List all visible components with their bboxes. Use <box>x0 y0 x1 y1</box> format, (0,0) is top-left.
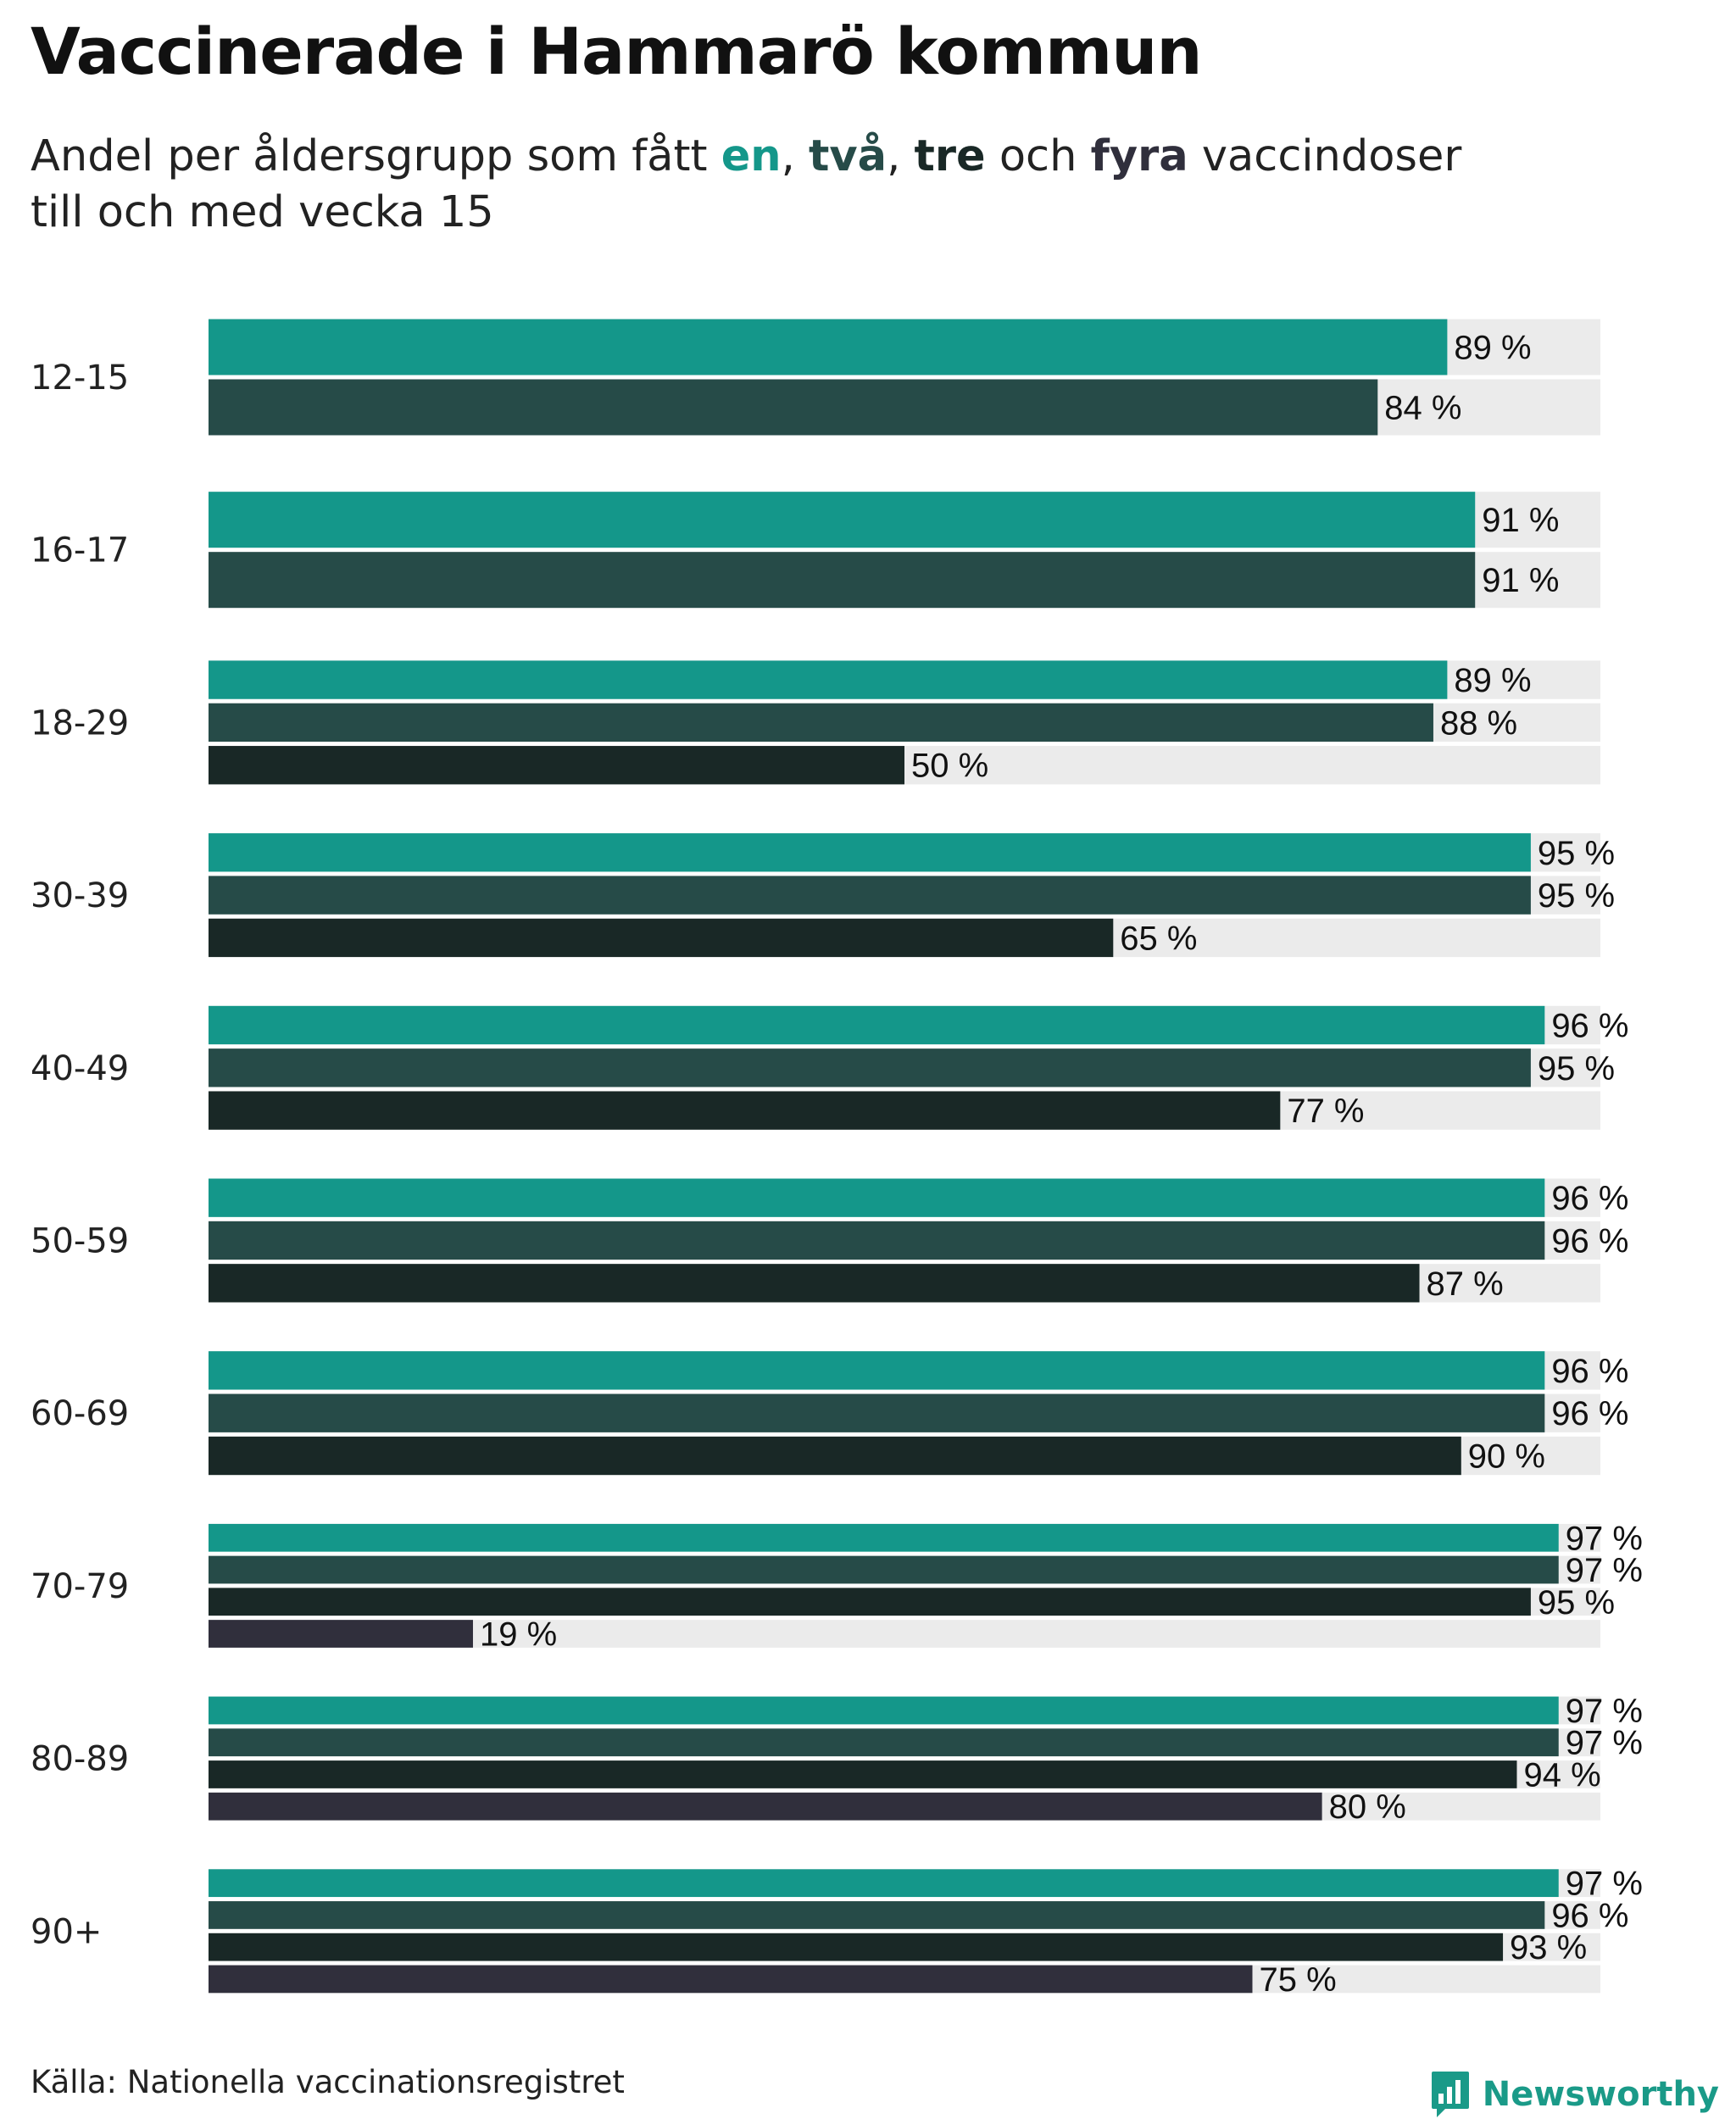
bar-två <box>209 1728 1559 1757</box>
category-label: 16-17 <box>31 531 129 570</box>
bar-två <box>209 1221 1545 1260</box>
bar-en <box>209 1005 1545 1045</box>
data-label: 91 % <box>1482 502 1559 539</box>
data-label: 91 % <box>1482 562 1559 599</box>
bar-en <box>209 1869 1559 1898</box>
data-label: 87 % <box>1427 1265 1504 1303</box>
category-label: 30-39 <box>31 876 129 915</box>
bar-en <box>209 660 1448 699</box>
bar-chart-logo-icon <box>1431 2072 1469 2117</box>
brand-logo: Newsworthy <box>1430 2070 1719 2119</box>
data-label: 80 % <box>1329 1788 1406 1826</box>
bar-en <box>209 319 1448 375</box>
bar-group-90+: 90+ 97 %96 %93 % 75 % <box>31 1866 1643 1999</box>
bar-en <box>209 833 1531 872</box>
bar-två <box>209 703 1433 742</box>
data-label: 97 % <box>1566 1693 1643 1730</box>
bar-group-30-39: 30-39 95 % 95 % 65 % <box>31 833 1615 957</box>
bar-tre <box>209 1264 1420 1303</box>
data-label: 96 % <box>1551 1395 1628 1432</box>
bar-group-12-15: 12-15 89 % 84 % <box>31 319 1600 436</box>
category-label: 12-15 <box>31 359 129 398</box>
data-label: 89 % <box>1454 330 1531 367</box>
bar-en <box>209 492 1476 548</box>
legend-dose-tre: tre <box>914 131 986 181</box>
bar-group-18-29: 18-29 89 % 88 % 50 % <box>31 660 1600 785</box>
data-label: 96 % <box>1551 1223 1628 1260</box>
legend-dose-en: en <box>721 131 782 181</box>
data-label: 65 % <box>1120 920 1197 957</box>
bar-två <box>209 379 1378 436</box>
data-label: 84 % <box>1384 390 1461 427</box>
bar-group-16-17: 16-17 91 % 91 % <box>31 492 1600 609</box>
category-label: 50-59 <box>31 1222 129 1261</box>
category-label: 70-79 <box>31 1567 129 1606</box>
subtitle-conjunction: och <box>985 131 1091 181</box>
data-label: 97 % <box>1566 1866 1643 1903</box>
data-label: 96 % <box>1551 1353 1628 1390</box>
bar-tre <box>209 1436 1461 1476</box>
data-label: 97 % <box>1566 1552 1643 1589</box>
bar-två <box>209 552 1476 609</box>
data-label: 95 % <box>1538 877 1615 915</box>
data-label: 77 % <box>1287 1093 1364 1130</box>
bar-två <box>209 1555 1559 1584</box>
bar-tre <box>209 1933 1504 1961</box>
data-label: 97 % <box>1566 1520 1643 1557</box>
bar-group-50-59: 50-59 96 % 96 % 87 % <box>31 1178 1628 1303</box>
category-label: 90+ <box>31 1912 102 1951</box>
data-label: 75 % <box>1260 1961 1337 1999</box>
category-label: 18-29 <box>31 704 129 742</box>
bar-group-40-49: 40-49 96 % 95 % 77 % <box>31 1005 1628 1130</box>
data-label: 90 % <box>1468 1438 1545 1476</box>
data-label: 96 % <box>1551 1007 1628 1044</box>
bar-en <box>209 1696 1559 1725</box>
data-label: 96 % <box>1551 1897 1628 1934</box>
bar-tre <box>209 918 1114 958</box>
bar-tre <box>209 1760 1517 1788</box>
category-label: 60-69 <box>31 1394 129 1433</box>
bar-en <box>209 1523 1559 1552</box>
data-label: 50 % <box>911 748 988 785</box>
data-label: 94 % <box>1523 1756 1600 1794</box>
data-label: 19 % <box>480 1616 557 1654</box>
legend-dose-tva: två <box>809 131 887 181</box>
subtitle-suffix: vaccindoser <box>1188 131 1462 181</box>
subtitle-separator: , <box>781 131 810 181</box>
data-label: 97 % <box>1566 1725 1643 1762</box>
subtitle-separator: , <box>887 131 915 181</box>
chart-subtitle: Andel per åldersgrupp som fått en, två, … <box>31 129 1641 241</box>
bar-fyra <box>209 1620 473 1648</box>
bar-två <box>209 1048 1531 1087</box>
bar-tre <box>209 746 904 785</box>
chart-title: Vaccinerade i Hammarö kommun <box>31 14 1202 89</box>
bar-två <box>209 1901 1545 1929</box>
category-label: 40-49 <box>31 1049 129 1088</box>
bar-två <box>209 1393 1545 1432</box>
bar-tre <box>209 1588 1531 1616</box>
data-label: 95 % <box>1538 1050 1615 1087</box>
bar-fyra <box>209 1965 1253 1994</box>
data-label: 95 % <box>1538 835 1615 872</box>
source-note: Källa: Nationella vaccinationsregistret <box>31 2064 625 2100</box>
data-label: 93 % <box>1510 1929 1587 1966</box>
category-label: 80-89 <box>31 1740 129 1779</box>
data-label: 95 % <box>1538 1584 1615 1621</box>
subtitle-prefix: Andel per åldersgrupp som fått <box>31 131 721 181</box>
legend-dose-fyra: fyra <box>1090 131 1188 181</box>
subtitle-period: till och med vecka 15 <box>31 187 494 237</box>
data-label: 88 % <box>1440 704 1517 742</box>
bar-en <box>209 1178 1545 1217</box>
data-label: 89 % <box>1454 662 1531 699</box>
brand-name: Newsworthy <box>1482 2075 1719 2114</box>
bar-tre <box>209 1091 1281 1130</box>
data-label: 96 % <box>1551 1180 1628 1217</box>
bar-en <box>209 1351 1545 1390</box>
bar-två <box>209 876 1531 915</box>
bar-fyra <box>209 1792 1322 1821</box>
